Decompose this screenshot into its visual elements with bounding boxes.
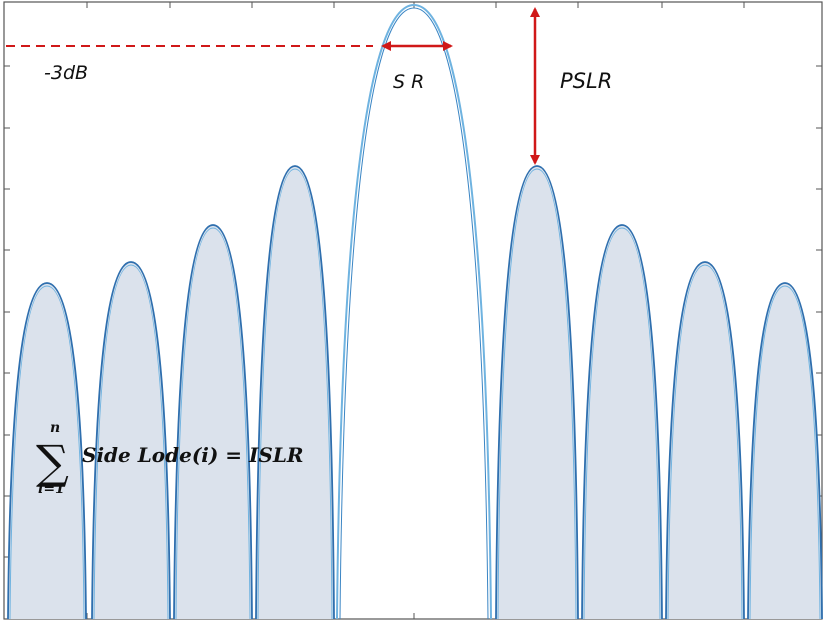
side-lobe-outline-4 [255, 165, 335, 620]
side-lobe-outline-inner-6 [583, 227, 661, 620]
sum-lower-limit: i=1 [38, 481, 65, 497]
side-lobe-outline-inner-4 [257, 168, 333, 620]
side-lobe-outline-6 [581, 224, 663, 620]
minus-3db-label: -3dB [44, 62, 88, 84]
islr-equation: n ∑ i=1 Side Lode(i) = ISLR [36, 420, 304, 497]
side-lobe-outline-inner-7 [667, 264, 743, 620]
side-lobe-fill-1 [8, 283, 86, 619]
side-lobe-outline-inner-5 [497, 168, 577, 620]
side-lobe-outline-3 [173, 224, 253, 620]
side-lobe-outline-inner-3 [175, 227, 251, 620]
side-lobes [7, 165, 823, 620]
side-lobe-outline-inner-1 [9, 285, 85, 620]
side-lobe-fill-4 [256, 166, 334, 619]
side-lobe-outline-inner-2 [93, 264, 169, 620]
side-lobe-outline-2 [91, 261, 171, 620]
side-lobe-outline-1 [7, 282, 87, 620]
plot-frame [3, 1, 823, 620]
pslr-label: PSLR [560, 69, 612, 93]
side-lobe-fill-2 [92, 262, 170, 619]
side-lobe-outline-8 [747, 282, 823, 620]
main-lobe-curve-inner [339, 7, 489, 620]
side-lobe-fill-8 [748, 283, 822, 619]
side-lobe-outline-inner-8 [749, 285, 821, 620]
side-lobe-outline-5 [495, 165, 579, 620]
side-lobe-fill-5 [496, 166, 578, 619]
side-lobe-fill-3 [174, 225, 252, 619]
sr-label: S R [393, 71, 424, 93]
equation-text: Side Lode(i) = ISLR [82, 443, 304, 467]
side-lobe-fill-7 [666, 262, 744, 619]
side-lobe-fill-6 [582, 225, 662, 619]
main-lobe-curve [336, 3, 492, 620]
main-lobe [336, 3, 492, 620]
side-lobe-outline-7 [665, 261, 745, 620]
sigma-symbol: ∑ [36, 435, 69, 489]
sum-upper-limit: n [50, 420, 60, 436]
